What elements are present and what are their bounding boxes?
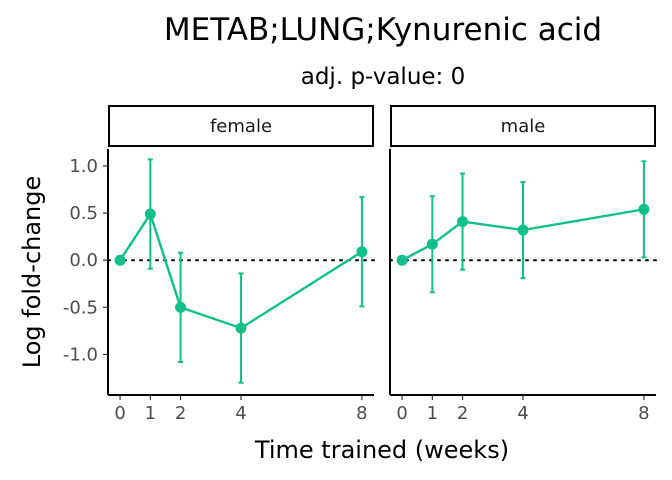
panel-male: male 0 1 2 4 8: [389, 105, 657, 424]
x-tick-label: 8: [638, 403, 649, 424]
x-tick-label: 1: [427, 403, 438, 424]
panel-female: female 0 1 2 4 8 1.0 0.5 0.0 -0.5 -1.0: [63, 105, 375, 424]
data-point: [638, 203, 650, 215]
facet-label: female: [210, 116, 272, 137]
chart-title: METAB;LUNG;Kynurenic acid: [164, 12, 602, 48]
data-point: [235, 322, 247, 334]
data-point: [426, 238, 438, 250]
data-point: [517, 224, 529, 236]
data-point: [396, 254, 408, 266]
y-tick-label: -0.5: [63, 297, 98, 318]
x-tick-label: 2: [457, 403, 468, 424]
data-point: [457, 216, 469, 228]
data-point: [144, 208, 156, 220]
x-tick-label: 8: [356, 403, 367, 424]
x-tick-label: 0: [114, 403, 125, 424]
facet-strip: [108, 105, 374, 147]
data-point: [114, 254, 126, 266]
y-tick-label: -1.0: [63, 344, 98, 365]
data-point: [175, 301, 187, 313]
facet-label: male: [501, 116, 546, 137]
chart-subtitle: adj. p-value: 0: [301, 64, 466, 90]
facet-strip: [390, 105, 656, 147]
x-tick-label: 0: [396, 403, 407, 424]
x-tick-label: 2: [175, 403, 186, 424]
x-tick-label: 4: [517, 403, 528, 424]
y-tick-label: 1.0: [69, 156, 98, 177]
y-tick-label: 0.0: [69, 250, 98, 271]
x-tick-label: 4: [235, 403, 246, 424]
y-axis-title: Log fold-change: [18, 176, 46, 369]
x-axis-title: Time trained (weeks): [254, 436, 509, 464]
data-point: [356, 246, 368, 258]
y-tick-label: 0.5: [69, 203, 98, 224]
x-tick-label: 1: [145, 403, 156, 424]
